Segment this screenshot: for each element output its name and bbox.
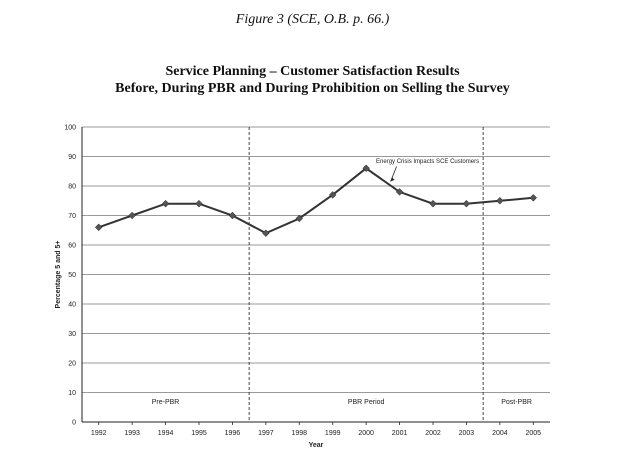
x-tick-label: 2005 — [525, 430, 541, 437]
x-tick-label: 1993 — [124, 430, 140, 437]
x-tick-label: 1999 — [325, 430, 341, 437]
y-tick-label: 70 — [68, 213, 76, 220]
annotation-arrow-head — [390, 177, 395, 182]
chart-title-line1: Service Planning – Customer Satisfaction… — [165, 64, 460, 79]
data-point — [262, 229, 270, 237]
data-point — [395, 188, 404, 196]
x-tick-label: 2002 — [425, 430, 441, 437]
data-point — [228, 211, 237, 220]
y-axis-title: Percentage 5 and 5+ — [55, 241, 62, 309]
y-tick-label: 100 — [64, 125, 76, 132]
y-tick-label: 10 — [68, 390, 76, 397]
series-line — [98, 167, 534, 235]
y-tick-label: 20 — [68, 361, 76, 368]
data-point — [462, 199, 471, 208]
data-point — [328, 191, 337, 199]
x-tick-label: 1995 — [191, 430, 207, 437]
data-point — [529, 194, 538, 202]
annotation-label: Energy Crisis Impacts SCE Customers — [376, 159, 479, 165]
data-point — [161, 199, 170, 208]
y-tick-label: 80 — [68, 184, 76, 191]
x-axis-title: Year — [309, 442, 324, 449]
figure-caption: Figure 3 (SCE, O.B. p. 66.) — [235, 12, 390, 27]
x-tick-label: 2004 — [492, 430, 508, 437]
y-tick-label: 50 — [68, 272, 76, 279]
data-point — [195, 199, 203, 208]
data-point — [295, 214, 304, 223]
y-tick-label: 60 — [68, 243, 76, 250]
data-point — [128, 211, 136, 220]
y-tick-label: 40 — [68, 302, 76, 309]
region-label: Post-PBR — [501, 399, 532, 406]
x-tick-label: 2001 — [392, 430, 408, 437]
x-tick-label: 2003 — [459, 430, 475, 437]
data-point — [94, 223, 103, 232]
y-tick-label: 30 — [68, 331, 76, 338]
data-point — [362, 164, 370, 173]
y-tick-label: 0 — [72, 420, 76, 427]
chart-title-line2: Before, During PBR and During Prohibitio… — [115, 81, 510, 96]
region-label: PBR Period — [348, 399, 385, 406]
x-tick-label: 2000 — [358, 430, 374, 437]
x-tick-label: 1994 — [158, 430, 174, 437]
data-point — [496, 196, 504, 205]
x-tick-label: 1998 — [291, 430, 307, 437]
x-tick-label: 1996 — [225, 430, 241, 437]
region-label: Pre-PBR — [152, 399, 180, 406]
data-point — [429, 199, 437, 208]
y-tick-label: 90 — [68, 154, 76, 161]
x-tick-label: 1992 — [91, 430, 107, 437]
x-tick-label: 1997 — [258, 430, 274, 437]
